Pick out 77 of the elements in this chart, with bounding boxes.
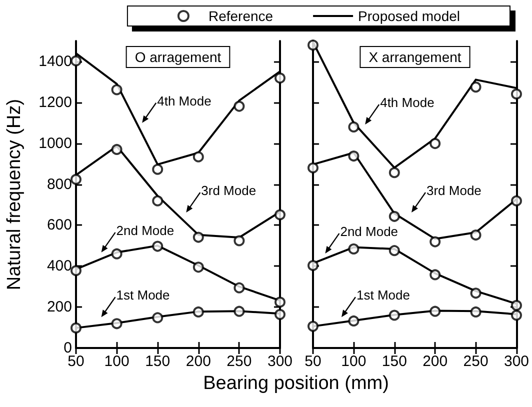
x-tick-label: 150: [382, 353, 407, 370]
annotation: 3rd Mode: [201, 183, 256, 198]
point: [274, 72, 286, 84]
annotation: 3rd Mode: [426, 183, 482, 198]
point: [152, 195, 164, 206]
y-tick-label: 1200: [38, 94, 72, 111]
x-tick-label: 100: [104, 353, 130, 370]
point: [510, 310, 522, 321]
point: [274, 209, 286, 220]
point: [192, 151, 204, 162]
x-tick-label: 300: [504, 353, 529, 370]
y-tick-label: 1000: [38, 134, 72, 152]
point: [192, 232, 204, 243]
x-tick-label: 200: [422, 353, 448, 370]
annotation: O arragement: [134, 49, 222, 65]
point: [274, 308, 286, 320]
point: [111, 84, 122, 96]
point: [430, 269, 441, 280]
legend-label: Reference: [208, 8, 274, 24]
point: [152, 164, 164, 175]
annotation: X arrangement: [368, 49, 462, 65]
point: [70, 174, 82, 185]
x-tick-label: 100: [341, 353, 366, 370]
point: [308, 320, 318, 332]
point: [388, 210, 400, 222]
point: [430, 306, 441, 317]
point: [470, 288, 482, 299]
point: [234, 282, 245, 294]
point: [111, 248, 122, 260]
point: [470, 306, 482, 318]
point: [70, 55, 82, 66]
point: [234, 235, 245, 246]
point: [111, 144, 122, 155]
y-tick-label: 200: [46, 298, 72, 316]
point: [348, 121, 360, 132]
point: [234, 306, 245, 317]
point: [234, 100, 245, 112]
x-tick-label: 300: [267, 353, 293, 370]
annotation: 1st Mode: [116, 288, 170, 303]
x-axis-title: Bearing position (mm): [203, 373, 389, 394]
point: [388, 245, 400, 256]
legend-label: Proposed model: [358, 8, 460, 24]
y-axis-title: Natural frequency (Hz): [4, 98, 25, 290]
annotation: 2nd Mode: [116, 222, 174, 238]
point: [192, 306, 204, 318]
point: [348, 243, 360, 254]
y-tick-label: 1400: [38, 52, 72, 70]
point: [192, 262, 204, 273]
point: [510, 88, 522, 100]
point: [470, 82, 482, 93]
point: [470, 230, 482, 241]
x-tick-label: 50: [304, 353, 322, 370]
y-tick-label: 600: [46, 216, 72, 234]
point: [70, 322, 82, 334]
y-tick-label: 800: [46, 176, 72, 193]
x-tick-label: 150: [145, 353, 170, 370]
point: [152, 240, 164, 252]
x-tick-label: 200: [186, 353, 211, 370]
annotation: 1st Mode: [356, 288, 410, 303]
point: [430, 138, 441, 150]
y-tick-label: 400: [46, 258, 72, 275]
point: [348, 150, 360, 162]
point: [274, 296, 286, 308]
x-tick-label: 250: [463, 353, 488, 370]
point: [430, 236, 441, 248]
point: [510, 195, 522, 206]
point: [152, 312, 164, 324]
annotation: 4th Mode: [380, 95, 434, 110]
annotation: 4th Mode: [157, 93, 212, 108]
point: [348, 315, 360, 326]
point: [388, 167, 400, 178]
point: [308, 162, 318, 174]
annotation: 2nd Mode: [340, 224, 398, 239]
point: [308, 40, 318, 51]
x-tick-label: 250: [226, 353, 252, 370]
point: [388, 310, 400, 321]
point: [111, 318, 122, 330]
